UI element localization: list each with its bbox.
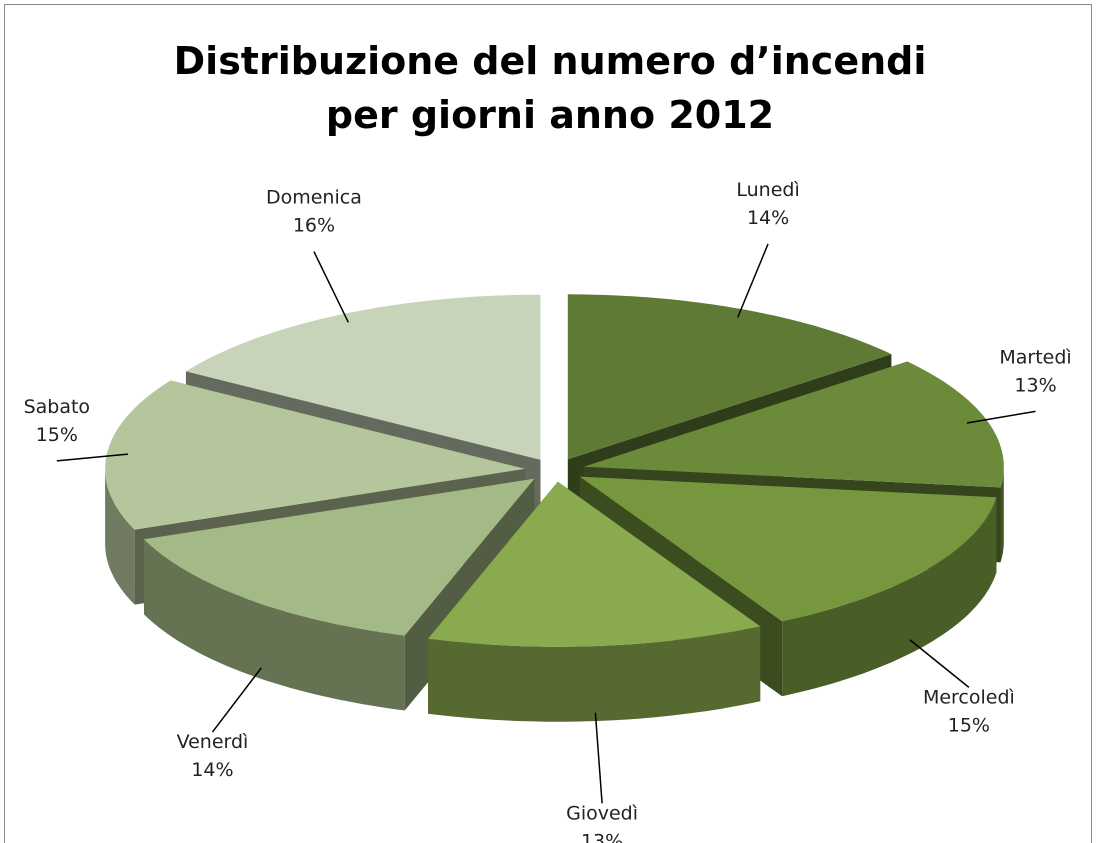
slice-top	[105, 380, 526, 530]
category-label: Domenica	[266, 187, 362, 209]
slice-side	[428, 626, 761, 722]
slice-side	[144, 539, 405, 711]
value-label: 13%	[581, 830, 623, 843]
slice-top	[428, 481, 761, 647]
leader-line	[594, 712, 603, 804]
chart-title: Distribuzione del numero d’incendi per g…	[173, 39, 927, 137]
pie-slice	[428, 481, 761, 722]
slice-top	[144, 478, 535, 636]
category-label: Sabato	[24, 396, 90, 418]
slice-top	[185, 294, 541, 460]
leader-line	[966, 410, 1036, 424]
leader-line	[211, 667, 262, 733]
slice-top	[579, 476, 997, 622]
value-label: 13%	[1014, 374, 1056, 396]
slice-side	[105, 468, 135, 605]
leader-line	[56, 453, 128, 462]
value-label: 16%	[293, 215, 335, 237]
leader-line	[736, 243, 769, 318]
value-label: 15%	[948, 714, 990, 736]
value-label: 14%	[747, 207, 789, 229]
value-label: 15%	[36, 424, 78, 446]
slice-top	[583, 361, 1004, 488]
category-label: Giovedì	[566, 802, 638, 824]
chart-frame	[4, 4, 1092, 843]
category-label: Venerdì	[177, 731, 249, 753]
slice-top	[567, 294, 892, 460]
category-label: Lunedì	[736, 179, 799, 201]
leader-line	[313, 251, 350, 323]
value-label: 14%	[191, 759, 233, 781]
category-label: Mercoledì	[923, 686, 1015, 708]
slice-side	[782, 497, 997, 697]
slice-side	[1000, 466, 1004, 563]
category-label: Martedì	[999, 346, 1071, 368]
leader-line	[909, 639, 970, 688]
